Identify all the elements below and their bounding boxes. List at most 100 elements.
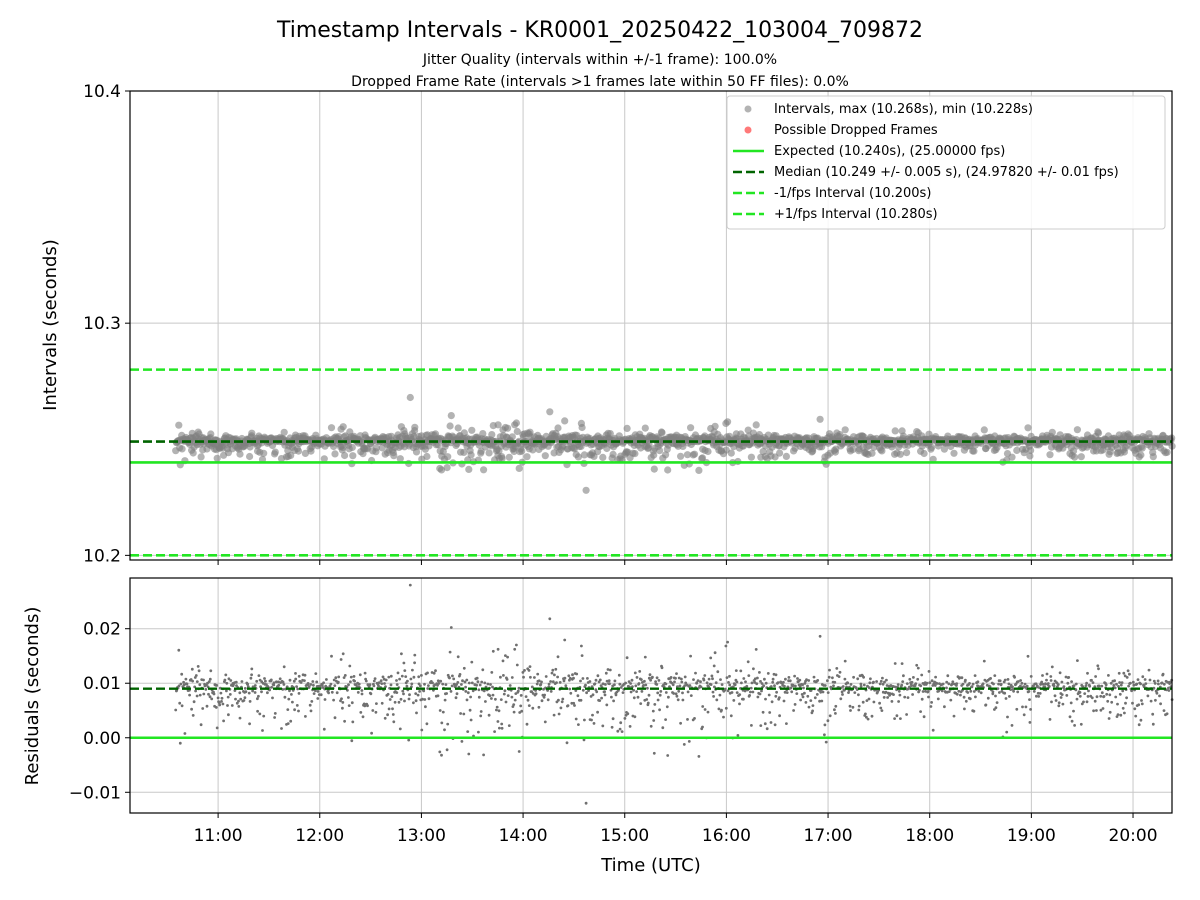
residual-point [962,695,966,699]
residual-point [198,683,202,687]
residual-point [1054,699,1058,702]
residual-point [1067,676,1071,679]
residual-point [549,680,552,683]
residual-point [228,693,232,696]
residual-point [192,700,196,704]
residual-point [720,708,723,712]
legend-label-minus-fps: -1/fps Interval (10.200s) [774,186,931,201]
residual-point [1135,682,1139,686]
residual-point [640,678,643,681]
interval-point [582,486,590,494]
residual-point [529,675,532,679]
residual-point [277,683,281,687]
residual-point [619,721,623,725]
residual-point [828,714,832,718]
residual-point [270,685,274,689]
residual-point [306,682,310,685]
residual-point [1003,678,1007,682]
residual-point [1108,710,1112,714]
residual-point [970,685,974,689]
residual-point [1023,682,1027,686]
residuals-y-axis-label: Residuals (seconds) [22,607,43,786]
residual-point [611,717,615,721]
interval-point [327,424,336,432]
residual-point [736,734,740,737]
residual-point [749,690,752,694]
residual-point [821,690,825,694]
residual-point [398,727,402,731]
residual-point [674,692,678,696]
residual-point [243,696,247,700]
residual-point [1048,718,1052,721]
residual-point [1119,683,1123,687]
residual-point [584,683,587,687]
residual-point [648,673,652,677]
residual-point [207,680,211,683]
residual-point [498,726,501,730]
residual-point [478,683,482,687]
residual-point [1094,675,1097,678]
residual-point [798,678,802,682]
residual-point [620,730,624,733]
chart-subtitle-jitter: Jitter Quality (intervals within +/-1 fr… [422,52,777,68]
intervals-y-tick-label: 10.3 [83,314,121,334]
residual-point [194,689,198,693]
residual-point [1101,707,1105,710]
residual-point [752,667,755,671]
residual-point [618,682,622,686]
residual-point [1079,722,1083,726]
residual-point [678,684,682,688]
residual-point [861,700,865,704]
interval-point [465,465,473,473]
residual-point [635,690,638,693]
interval-point [515,464,523,472]
residual-point [387,707,391,711]
residual-point [915,663,919,667]
residual-point [260,690,263,694]
residual-point [966,691,970,694]
residual-point [575,672,579,676]
residual-point [440,753,443,757]
residual-point [450,684,454,688]
residual-point [455,692,459,696]
residual-point [1093,699,1097,703]
residual-point [775,690,778,694]
residual-point [1122,671,1126,675]
residual-point [849,683,853,686]
residual-point [235,701,239,705]
residual-point [828,668,831,672]
residual-point [384,678,388,682]
residual-point [636,695,640,699]
residual-point [1152,679,1156,683]
interval-point [920,449,928,458]
residual-point [1133,707,1137,711]
residual-point [294,672,297,675]
residual-point [1125,696,1128,700]
residual-point [479,710,483,713]
residual-point [289,719,293,723]
residual-point [210,697,214,701]
residual-point [994,706,998,710]
residual-point [407,697,411,701]
residual-point [798,685,802,688]
residual-point [263,677,266,680]
interval-point [467,451,475,459]
residual-point [723,687,727,691]
residual-point [696,679,700,682]
residual-point [626,712,630,716]
interval-point [248,429,256,437]
residual-point [1117,671,1121,675]
residual-point [776,681,780,684]
residual-point [673,680,676,684]
residual-point [466,730,470,733]
residual-point [930,679,934,683]
residual-point [998,691,1001,694]
residual-point [1136,678,1140,681]
residual-point [391,707,394,711]
residual-point [651,675,654,679]
residual-point [1158,694,1161,698]
residual-point [998,679,1002,683]
residual-point [694,671,697,675]
residual-point [769,685,773,688]
residual-point [353,679,356,683]
